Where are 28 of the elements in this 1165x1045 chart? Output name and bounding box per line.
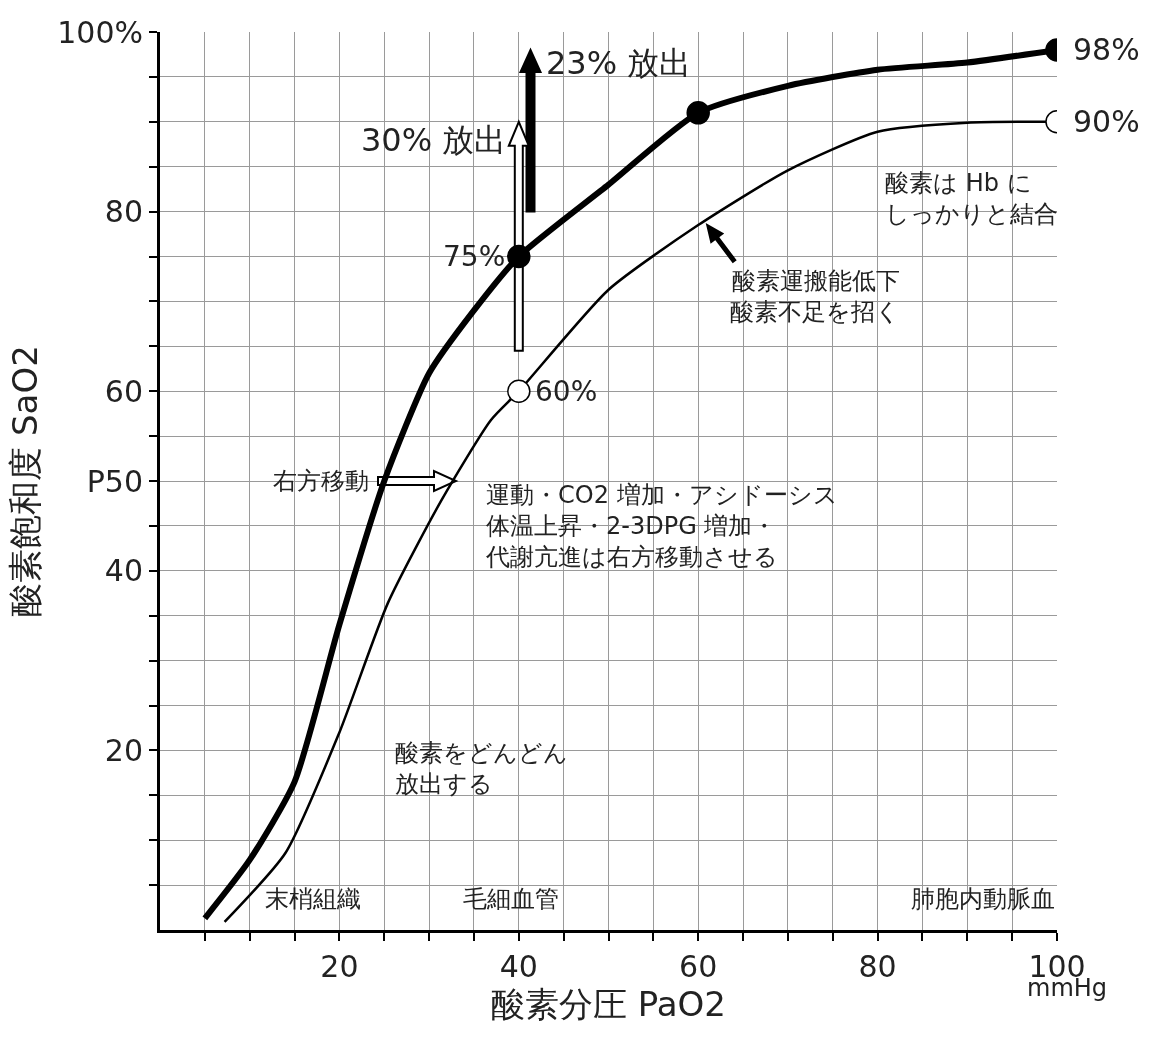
x-tick-label: 40 [499, 949, 538, 984]
point [686, 101, 710, 125]
y-tick-label: 20 [104, 732, 143, 768]
annotation: 酸素は Hb にしっかりと結合 [885, 169, 1058, 229]
annotation: 酸素をどんどん放出する [395, 739, 568, 799]
annotation: 運動・CO2 増加・アシドーシス体温上昇・2-3DPG 増加・代謝亢進は右方移動させる [485, 481, 838, 572]
y-tick-label: P50 [86, 463, 143, 499]
annotation: 75% [443, 240, 506, 273]
x-tick-label: 20 [320, 949, 359, 984]
annotation: 90% [1073, 104, 1140, 139]
annotation: 肺胞内動脈血 [911, 885, 1055, 913]
annotation: 98% [1073, 32, 1140, 67]
annotation: 酸素運搬能低下酸素不足を招く [730, 267, 900, 327]
y-tick-label: 80 [104, 194, 143, 230]
x-tick-label: 80 [858, 949, 897, 984]
y-tick-label: 100% [57, 14, 143, 50]
point [507, 244, 531, 269]
y-axis-title: 酸素飽和度 SaO2 [4, 345, 45, 617]
annotation: 末梢組織 [265, 885, 361, 913]
annotation: 30% 放出 [361, 121, 507, 159]
annotation: 23% 放出 [546, 44, 692, 82]
annotation: 毛細血管 [463, 885, 559, 913]
y-tick-label: 40 [104, 553, 143, 589]
x-tick-label: 60 [679, 949, 718, 984]
y-tick-label: 60 [104, 373, 143, 409]
x-axis-title: 酸素分圧 PaO2 [490, 984, 727, 1024]
annotation: 60% [535, 375, 598, 408]
annotation: 右方移動 [273, 467, 369, 495]
